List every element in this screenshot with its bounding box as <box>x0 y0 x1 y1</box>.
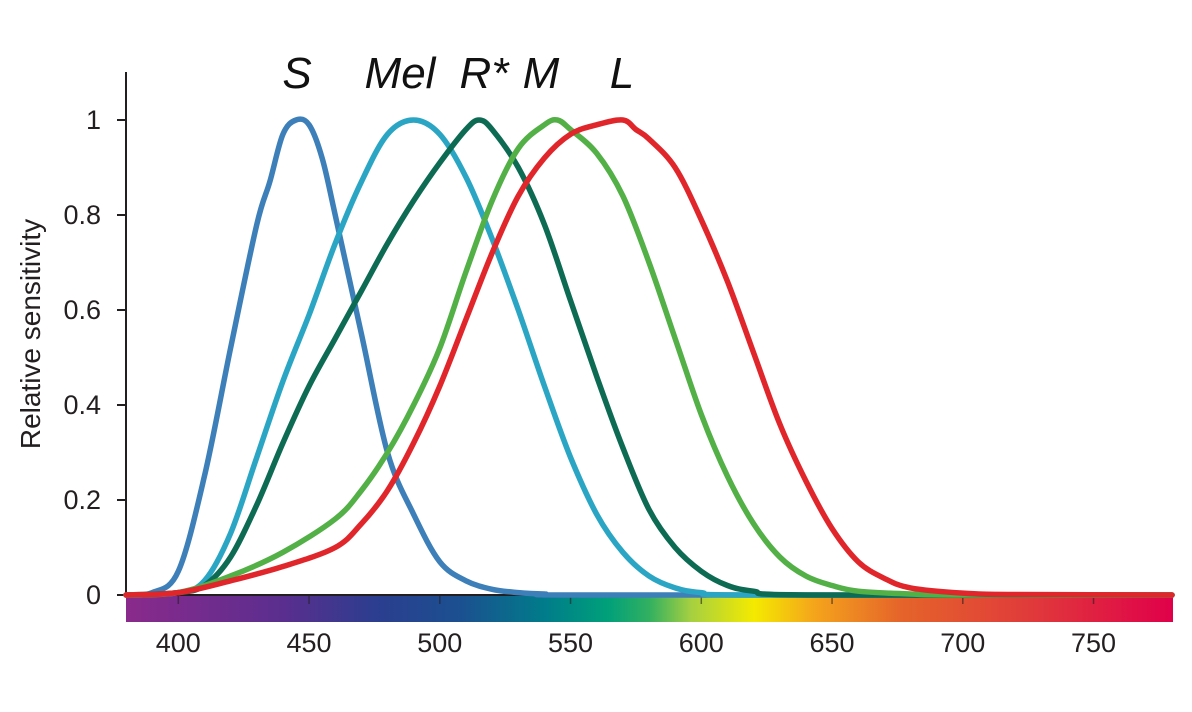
x-ticks: 400 450 500 550 600 650 700 750 <box>156 596 1116 658</box>
series-label-m: M <box>523 49 560 98</box>
series-label-l: L <box>610 49 634 98</box>
y-tick-label: 0.2 <box>63 485 101 515</box>
sensitivity-curves <box>123 116 1175 599</box>
x-tick-label: 500 <box>417 628 462 658</box>
x-tick-label: 750 <box>1071 628 1116 658</box>
series-label-mel: Mel <box>365 49 437 98</box>
curve-l <box>123 117 1175 598</box>
y-tick-label: 0.4 <box>63 390 101 420</box>
y-tick-label: 0 <box>86 580 101 610</box>
x-tick-label: 550 <box>548 628 593 658</box>
curve-mel <box>123 117 1175 598</box>
x-tick-label: 600 <box>679 628 724 658</box>
plot-axes <box>125 72 1173 622</box>
y-tick-label: 0.6 <box>63 295 101 325</box>
wavelength-spectrum-band <box>126 596 1173 622</box>
curve-r-star <box>123 117 1175 599</box>
series-label-s: S <box>282 49 311 98</box>
x-tick-label: 400 <box>156 628 201 658</box>
y-tick-label: 0.8 <box>63 200 101 230</box>
y-tick-label: 1 <box>86 105 101 135</box>
curve-s <box>123 116 1175 598</box>
x-tick-label: 700 <box>940 628 985 658</box>
y-axis-title: Relative sensitivity <box>15 219 46 449</box>
x-tick-label: 650 <box>810 628 855 658</box>
series-label-r-star: R* <box>460 49 511 98</box>
x-tick-label: 450 <box>287 628 332 658</box>
curve-m <box>123 116 1175 598</box>
series-labels: S Mel R* M L <box>282 49 634 98</box>
y-ticks: 0 0.2 0.4 0.6 0.8 1 <box>63 105 126 610</box>
